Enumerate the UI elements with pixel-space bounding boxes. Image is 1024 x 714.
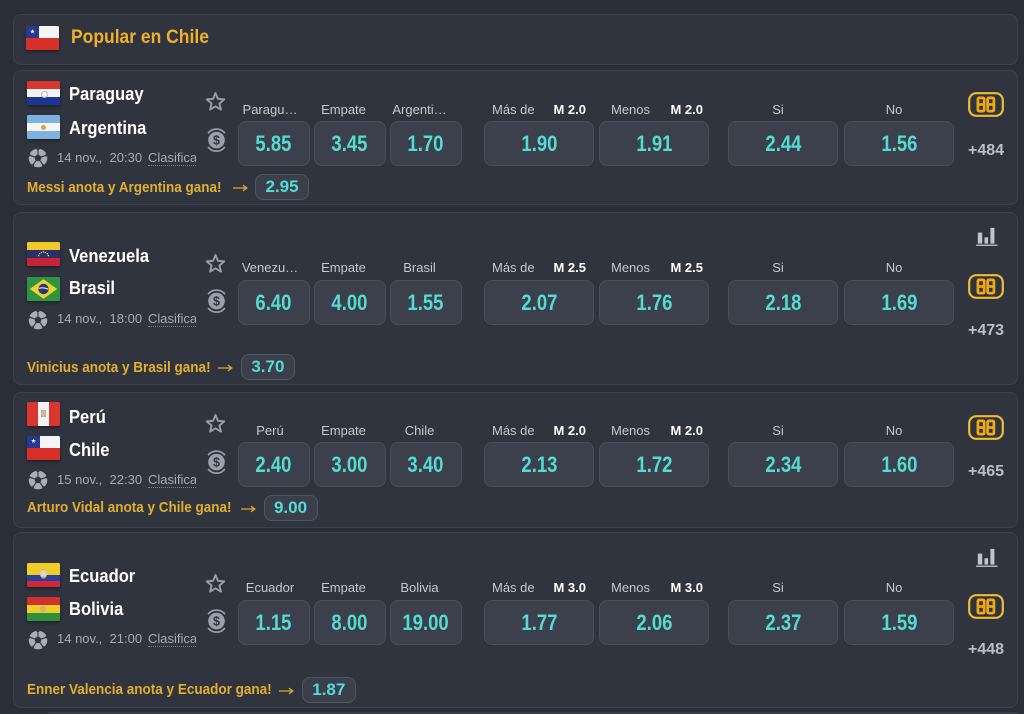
svg-text:$: $ (213, 614, 220, 628)
svg-text:$: $ (213, 294, 220, 308)
svg-text:$: $ (213, 455, 220, 469)
svg-text:$: $ (213, 134, 220, 148)
